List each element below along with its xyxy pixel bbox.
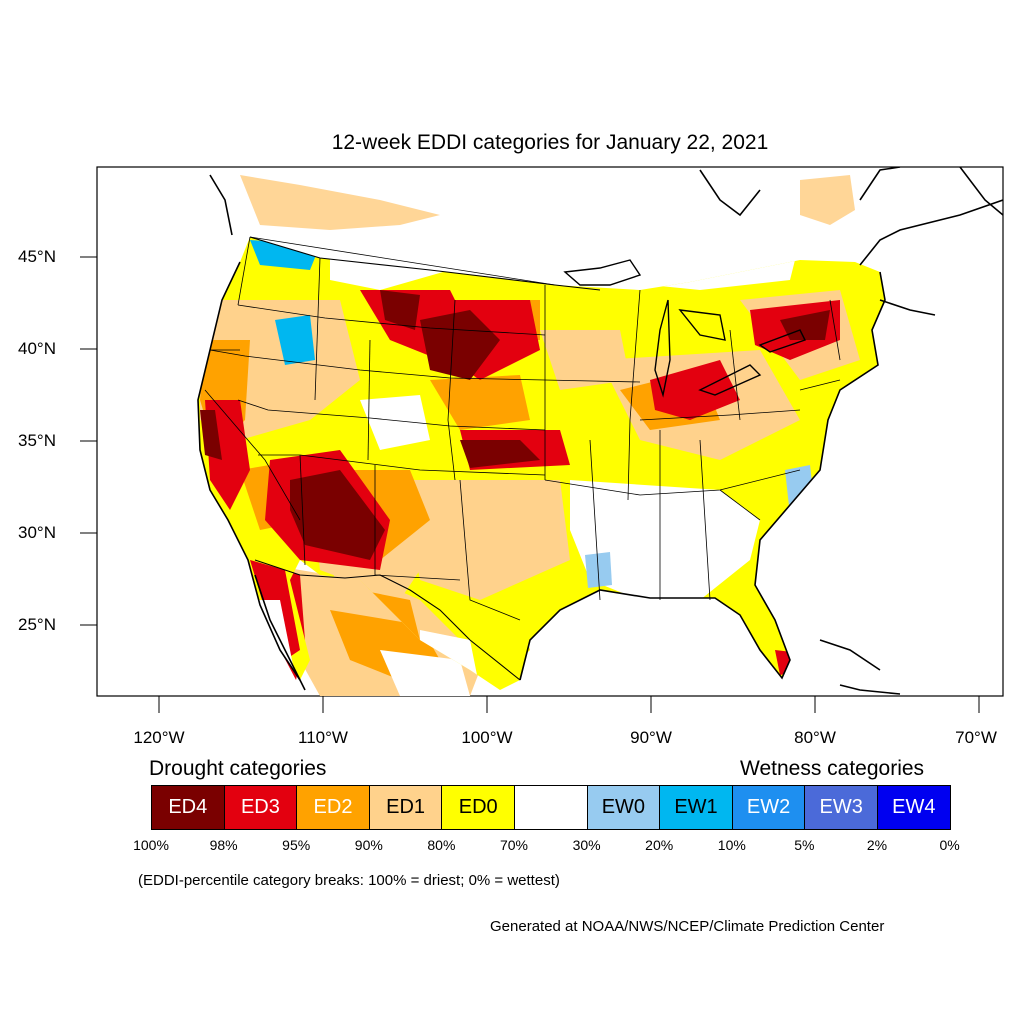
canada-edge-region xyxy=(240,175,440,230)
lon-label: 110°W xyxy=(298,728,348,747)
legend-swatch-ed1: ED1 xyxy=(368,785,443,830)
lon-label: 80°W xyxy=(794,728,836,747)
break-label: 10% xyxy=(717,837,746,853)
break-label: 0% xyxy=(939,837,960,853)
credit-line: Generated at NOAA/NWS/NCEP/Climate Predi… xyxy=(490,918,885,935)
break-label: 5% xyxy=(794,837,815,853)
lat-label: 40°N xyxy=(18,339,56,358)
legend-swatch-ew3: EW3 xyxy=(804,785,878,830)
legend-swatch-ed4: ED4 xyxy=(151,785,225,830)
break-label: 100% xyxy=(133,837,169,853)
legend-swatch-ed3: ED3 xyxy=(223,785,298,830)
map-title: 12-week EDDI categories for January 22, … xyxy=(331,131,769,154)
lat-label: 45°N xyxy=(18,247,56,266)
legend-swatch-normal xyxy=(514,785,588,830)
legend-swatch-ed2: ED2 xyxy=(296,785,370,830)
legend-swatch-ed0: ED0 xyxy=(441,785,515,830)
lat-label: 25°N xyxy=(18,615,56,634)
legend-swatch-ew1: EW1 xyxy=(659,785,733,830)
drought-categories-heading: Drought categories xyxy=(149,757,327,780)
break-label: 2% xyxy=(866,837,888,853)
lon-label: 70°W xyxy=(955,728,997,747)
lat-label: 35°N xyxy=(18,431,56,450)
break-label: 70% xyxy=(499,837,529,853)
canada-edge-region-east xyxy=(800,175,855,225)
legend-swatch-ew2: EW2 xyxy=(731,785,806,830)
wetness-categories-heading: Wetness categories xyxy=(740,757,925,780)
lon-label: 120°W xyxy=(133,728,185,747)
state-boundaries xyxy=(204,236,841,621)
lon-label: 90°W xyxy=(630,728,672,747)
legend-swatch-ew4: EW4 xyxy=(877,785,951,830)
great-lakes xyxy=(563,259,806,398)
category-note: (EDDI-percentile category breaks: 100% =… xyxy=(138,872,560,889)
break-label: 95% xyxy=(282,837,311,853)
break-label: 80% xyxy=(427,837,456,853)
coastlines xyxy=(197,167,1003,695)
axis-ticks xyxy=(80,256,980,713)
country-borders xyxy=(249,236,601,681)
break-label: 30% xyxy=(572,837,601,853)
legend-swatch-ew0: EW0 xyxy=(586,785,661,830)
lon-label: 100°W xyxy=(461,728,513,747)
lat-label: 30°N xyxy=(18,523,56,542)
break-label: 20% xyxy=(645,837,674,853)
break-label: 90% xyxy=(354,837,383,853)
break-label: 98% xyxy=(209,837,238,853)
